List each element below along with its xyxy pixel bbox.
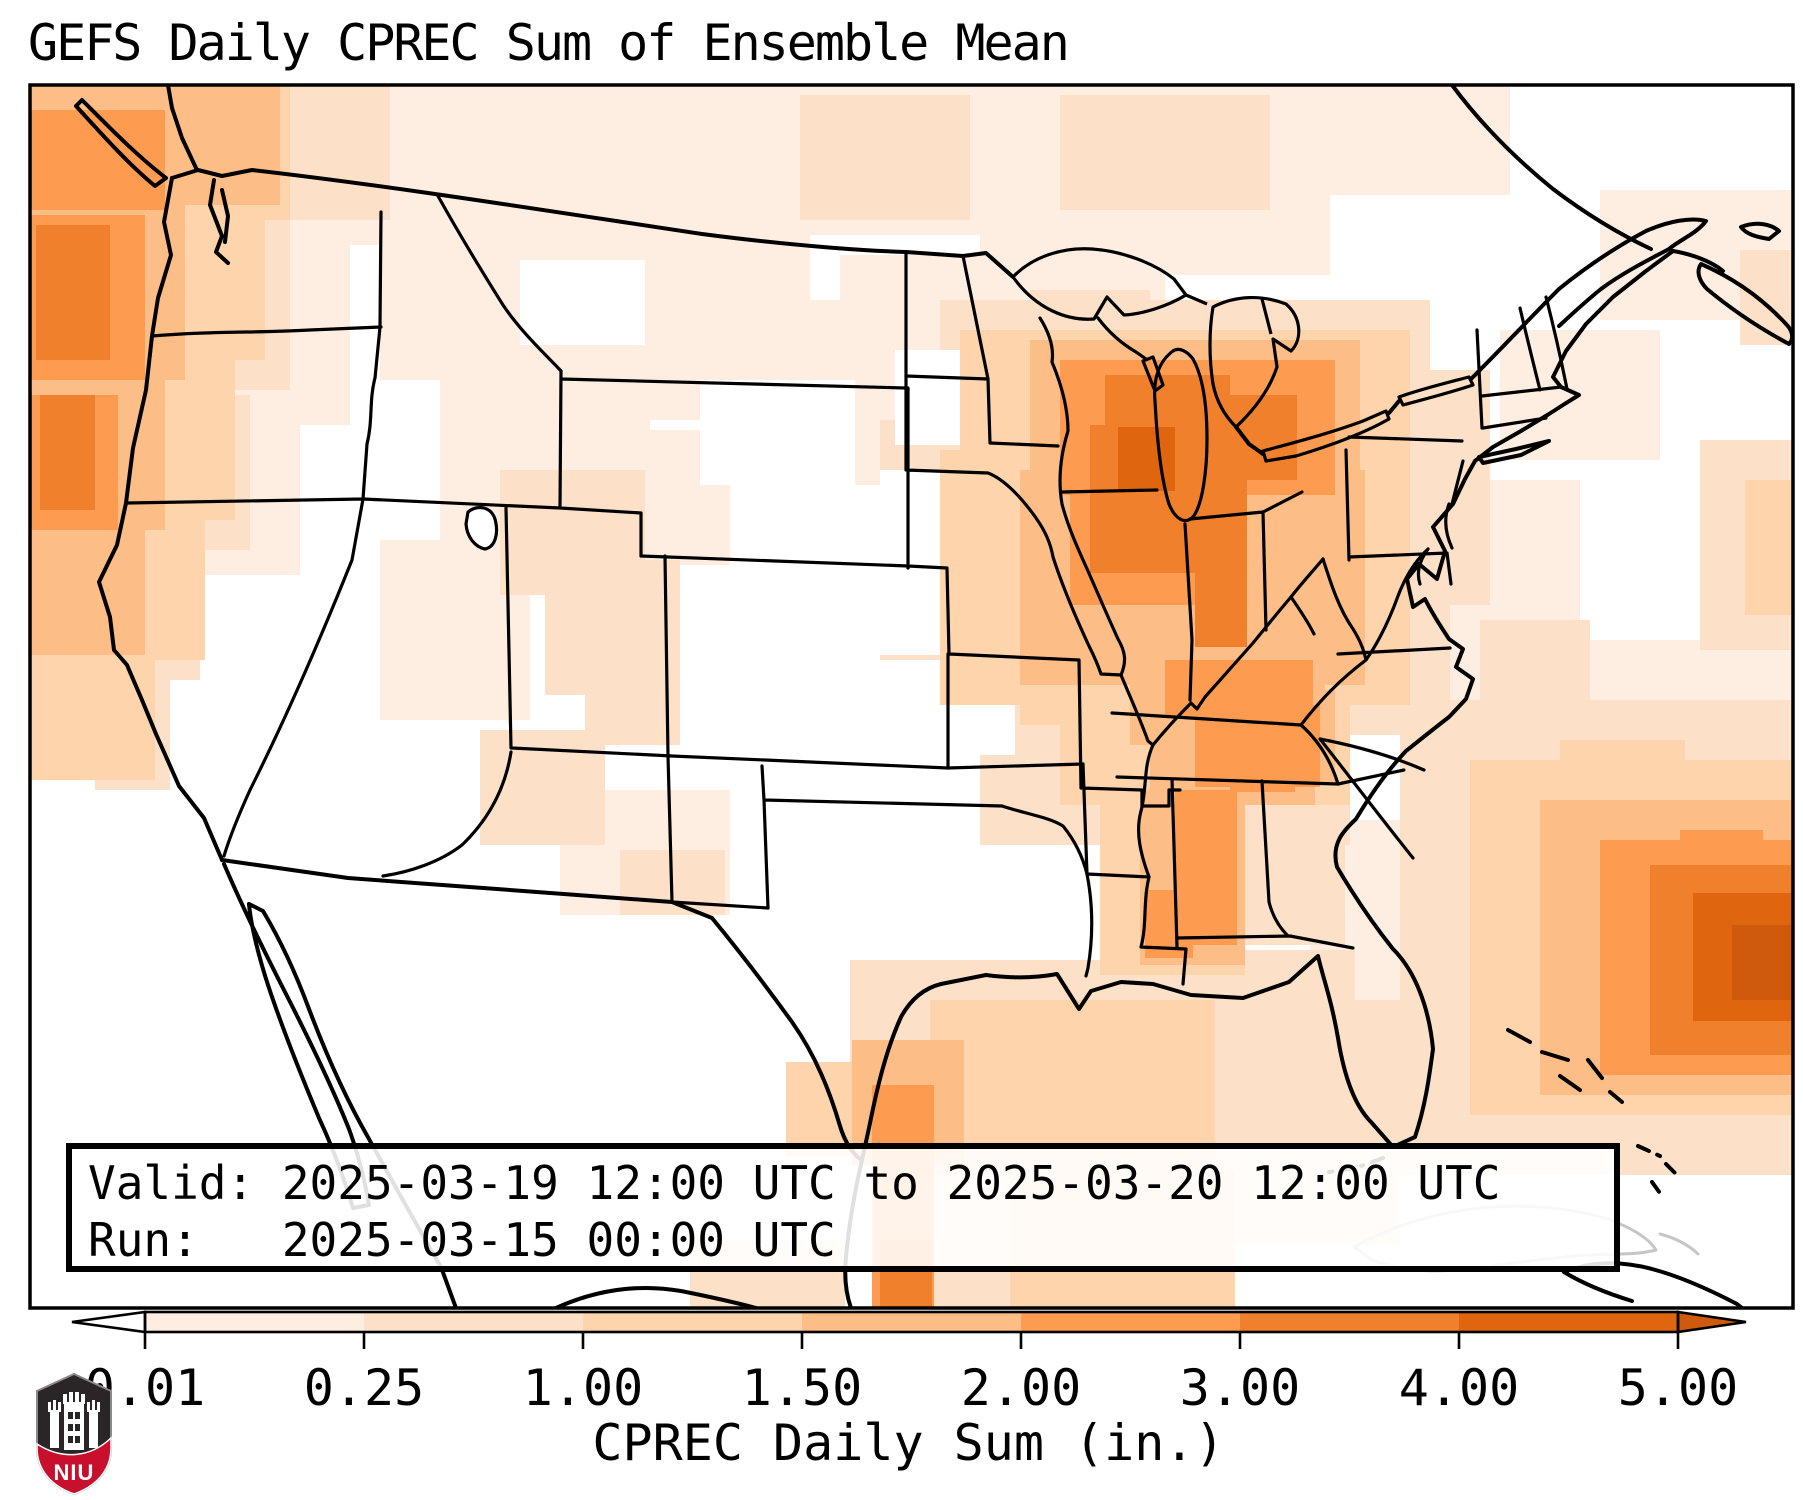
- gaspe-st-lawrence: [1450, 85, 1725, 328]
- colorbar-under-arrow: [71, 1310, 147, 1334]
- precip-cell: [1320, 85, 1510, 195]
- niu-red-banner: [36, 1436, 112, 1495]
- state-borders-east: [1289, 295, 1569, 860]
- precip-cell: [520, 260, 645, 345]
- long-island: [1477, 439, 1551, 465]
- precip-cell: [36, 225, 110, 360]
- lake-ontario: [1397, 375, 1475, 407]
- colorbar-axis-label: CPREC Daily Sum (in.): [592, 1414, 1225, 1472]
- map-frame: [28, 83, 1795, 1310]
- precip-cell: [800, 95, 970, 220]
- bahamas-keys-dashes: [1327, 1144, 1682, 1198]
- colorbar-tick-label: 5.00: [1618, 1359, 1738, 1417]
- state-borders-west: [124, 194, 1085, 910]
- precip-cell: [585, 650, 680, 745]
- precip-cell: [350, 85, 690, 215]
- state-borders-plains: [639, 254, 1182, 910]
- colorbar-segment: [1021, 1312, 1240, 1332]
- great-salt-lake: [464, 505, 499, 551]
- vancouver-island: [74, 85, 198, 188]
- puget-sound: [170, 168, 230, 265]
- precip-cell: [480, 730, 605, 845]
- precip-cell: [40, 395, 95, 510]
- precip-cell: [1225, 395, 1297, 480]
- niu-castle-windows: [68, 1412, 80, 1443]
- state-borders-midwest: [1060, 316, 1325, 747]
- valid-run-info-box: Valid: 2025-03-19 12:00 UTC to 2025-03-2…: [66, 1143, 1620, 1272]
- lake-huron: [1208, 295, 1301, 429]
- colorbar-tick-label: 1.00: [523, 1359, 643, 1417]
- colorbar-tick-label: 0.25: [304, 1359, 424, 1417]
- pacific-coastline: [97, 176, 224, 862]
- precip-cell: [1118, 427, 1175, 491]
- bahamas-islands: [1506, 1028, 1624, 1104]
- colorbar: [71, 1310, 1747, 1334]
- lakes-connectors: [1234, 287, 1561, 456]
- niu-logo-text: NIU: [54, 1460, 95, 1485]
- page-title: GEFS Daily CPREC Sum of Ensemble Mean: [28, 14, 1070, 72]
- colorbar-tick-label: 1.50: [742, 1359, 862, 1417]
- nova-scotia: [1696, 221, 1793, 346]
- colorbar-tick-label: 3.00: [1180, 1359, 1300, 1417]
- state-borders-south: [1084, 711, 1355, 986]
- precip-cell: [1745, 480, 1793, 615]
- niu-logo: NIU: [36, 1372, 112, 1496]
- lake-michigan: [1141, 347, 1209, 523]
- colorbar-segment: [802, 1312, 1021, 1332]
- colorbar-outline: [143, 1310, 1680, 1334]
- colorbar-segment: [145, 1312, 364, 1332]
- colorbar-segment: [364, 1312, 583, 1332]
- colorbar-segment: [583, 1312, 802, 1332]
- colorbar-tick-label: 2.00: [961, 1359, 1081, 1417]
- precip-cell: [1732, 925, 1793, 1000]
- mexico-border-rio-grande: [220, 858, 864, 1162]
- lake-superior: [1011, 247, 1208, 321]
- precip-cell: [1230, 790, 1345, 945]
- precip-cell: [700, 380, 855, 485]
- valid-time-text: Valid: 2025-03-19 12:00 UTC to 2025-03-2…: [88, 1156, 1501, 1210]
- colorbar-tick-label: 4.00: [1399, 1359, 1519, 1417]
- run-time-text: Run: 2025-03-15 00:00 UTC: [88, 1213, 836, 1267]
- precip-cell: [30, 530, 145, 655]
- precip-cell: [1480, 620, 1590, 750]
- colorbar-segment: [1459, 1312, 1678, 1332]
- precip-cell: [30, 655, 155, 780]
- colorbar-segment: [1240, 1312, 1459, 1332]
- precipitation-field: [30, 85, 1793, 1308]
- canada-border: [220, 168, 1015, 279]
- colorbar-over-arrow: [1676, 1310, 1747, 1334]
- colorbar-tick-labels: 0.01 0.25 1.00 1.50 2.00 3.00 4.00 5.00: [85, 1332, 1738, 1417]
- precip-cell: [1060, 95, 1270, 210]
- lake-erie: [1261, 409, 1391, 463]
- mississippi-river-borders: [1038, 316, 1155, 879]
- gulf-atlantic-coastline: [860, 249, 1675, 1162]
